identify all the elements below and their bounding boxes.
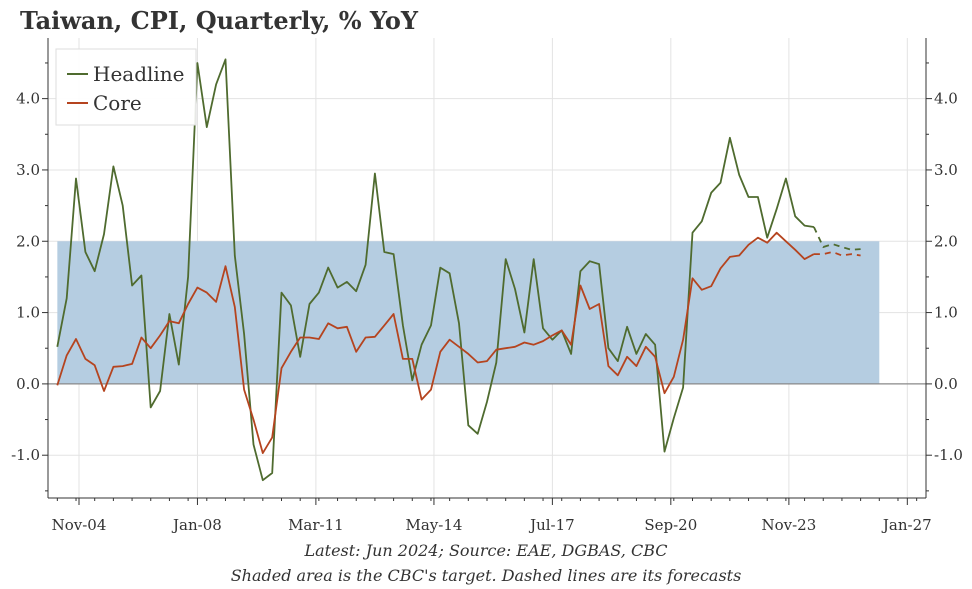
- y-tick-label-right: 0.0: [934, 375, 958, 393]
- series-forecast-headline: [813, 226, 861, 251]
- legend-label-headline: Headline: [93, 62, 185, 86]
- y-tick-label-left: 4.0: [16, 90, 40, 108]
- legend: Headline Core: [55, 48, 197, 126]
- x-tick-label: Sep-20: [644, 516, 697, 534]
- x-tick-label: May-14: [405, 516, 462, 534]
- series-lines: [56, 58, 861, 482]
- x-tick-label: Jul-17: [528, 516, 575, 534]
- x-tick-label: Nov-04: [52, 516, 107, 534]
- y-tick-label-right: -1.0: [934, 446, 963, 464]
- axes: 4.0 4.0 3.0 3.0 2.0 2.0 1.0 1.0 0.0 0.0 -1.0 -1.0 No…: [11, 38, 963, 534]
- x-tick-label: Nov-23: [761, 516, 816, 534]
- series-forecast-core: [813, 251, 861, 257]
- x-tick-label: Jan-27: [881, 516, 932, 534]
- y-tick-label-right: 2.0: [934, 232, 958, 250]
- x-tick-label: Mar-11: [288, 516, 344, 534]
- y-tick-label-right: 4.0: [934, 90, 958, 108]
- y-tick-label-left: 3.0: [16, 161, 40, 179]
- footnote-target: Shaded area is the CBC's target. Dashed …: [230, 566, 742, 585]
- legend-box: [55, 48, 197, 126]
- x-tick-label: Jan-08: [171, 516, 222, 534]
- target-band: [57, 241, 880, 384]
- series-line-core: [56, 231, 815, 454]
- y-tick-label-right: 3.0: [934, 161, 958, 179]
- y-tick-label-right: 1.0: [934, 304, 958, 322]
- chart-title: Taiwan, CPI, Quarterly, % YoY: [20, 6, 419, 35]
- y-tick-label-left: 0.0: [16, 375, 40, 393]
- y-tick-label-left: 1.0: [16, 304, 40, 322]
- legend-label-core: Core: [93, 91, 142, 115]
- y-tick-label-left: -1.0: [11, 446, 40, 464]
- y-tick-label-left: 2.0: [16, 232, 40, 250]
- footnote-source: Latest: Jun 2024; Source: EAE, DGBAS, CB…: [304, 541, 668, 560]
